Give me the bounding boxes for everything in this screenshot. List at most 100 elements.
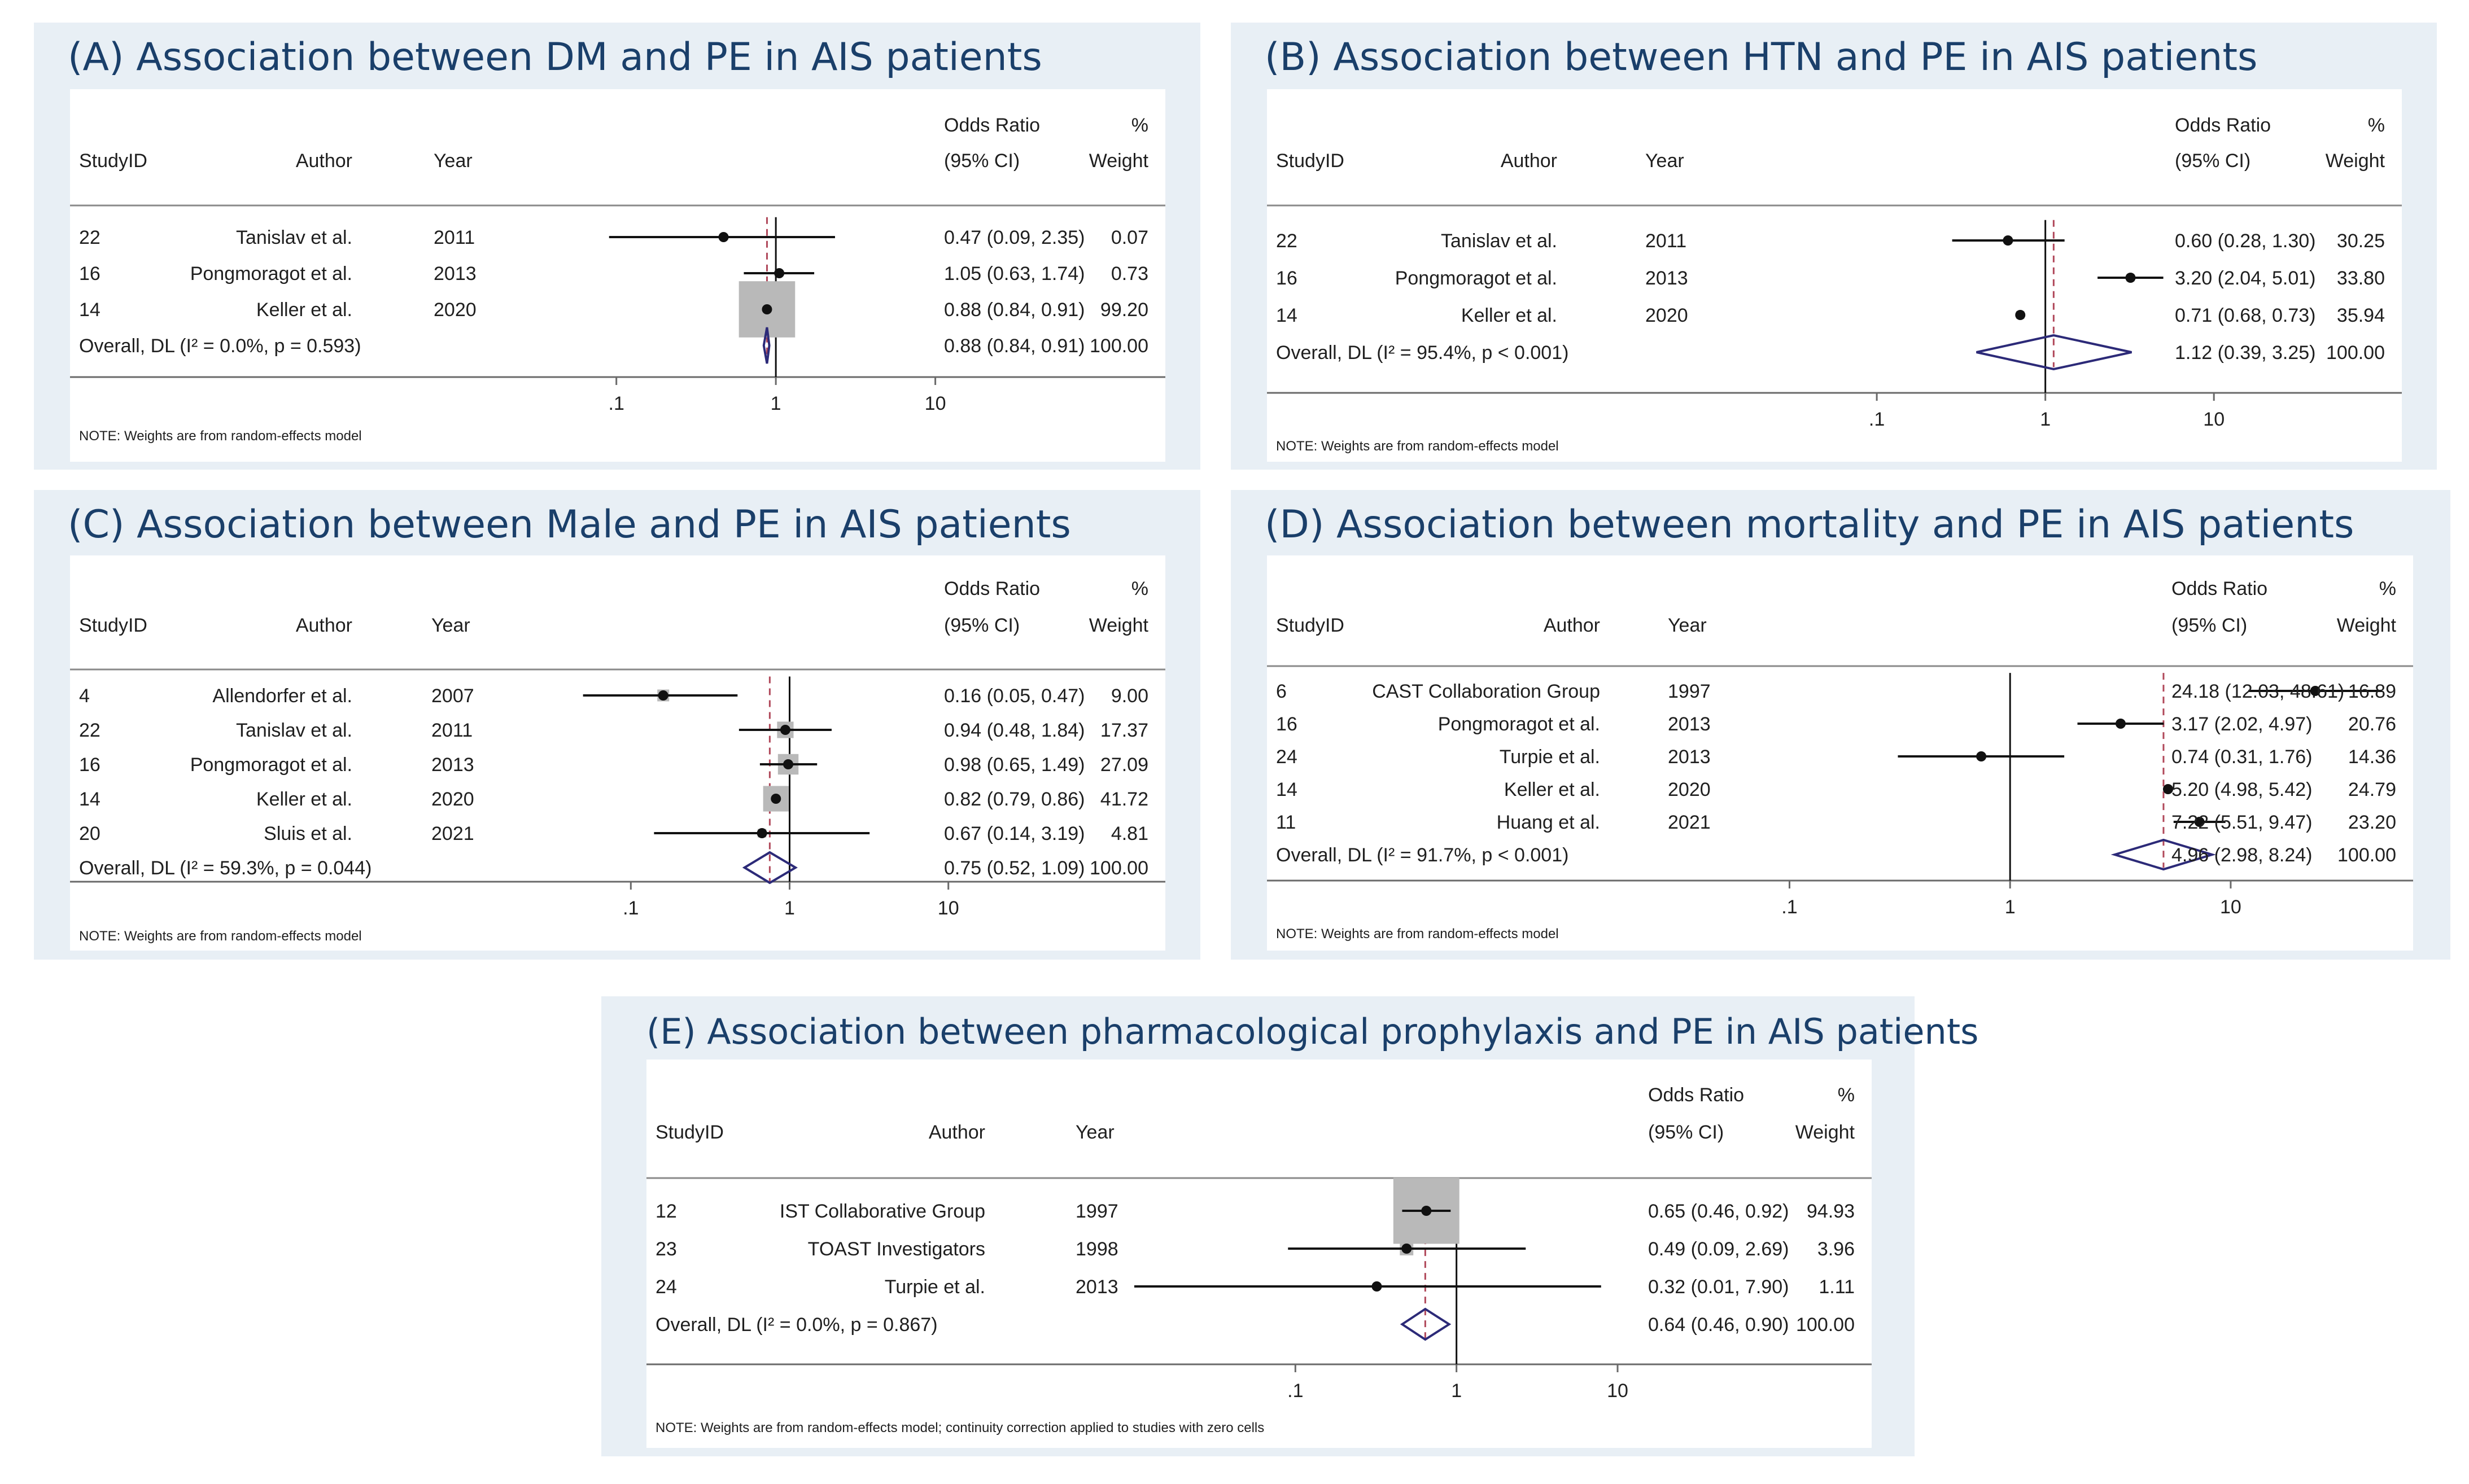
study-year: 2013 xyxy=(431,754,474,776)
header-studyid: StudyID xyxy=(1276,615,1344,636)
study-ci-text: 3.20 (2.04, 5.01) xyxy=(2175,268,2316,289)
overall-ci-text: 1.12 (0.39, 3.25) xyxy=(2175,342,2316,364)
study-point-estimate xyxy=(2125,273,2136,283)
header-odds-ratio: Odds Ratio xyxy=(2175,115,2271,136)
x-tick-label: .1 xyxy=(609,393,624,414)
study-id: 22 xyxy=(79,227,100,248)
study-ci-text: 0.65 (0.46, 0.92) xyxy=(1648,1201,1789,1222)
study-point-estimate xyxy=(2162,784,2173,794)
study-year: 2021 xyxy=(1668,812,1711,833)
overall-diamond xyxy=(742,851,798,885)
header-weight: Weight xyxy=(1795,1122,1855,1143)
study-year: 2007 xyxy=(431,685,474,707)
study-weight-text: 0.73 xyxy=(1111,263,1148,284)
study-ci-text: 0.82 (0.79, 0.86) xyxy=(944,789,1085,810)
panel-d: (D) Association between mortality and PE… xyxy=(1231,490,2450,960)
header-year: Year xyxy=(434,150,473,172)
header-studyid: StudyID xyxy=(79,150,147,172)
forest-plot-c: StudyID Author Year Odds Ratio (95% CI)% Weig… xyxy=(70,578,1165,944)
study-id: 16 xyxy=(79,754,100,776)
study-year: 2011 xyxy=(434,227,475,248)
study-author: Keller et al. xyxy=(1461,305,1557,326)
overall-label: Overall, DL (I² = 59.3%, p = 0.044) xyxy=(79,857,372,879)
panel-a-title: (A) Association between DM and PE in AIS… xyxy=(68,35,1042,80)
study-year: 2011 xyxy=(431,720,473,741)
x-tick-label: .1 xyxy=(1781,896,1797,918)
overall-weight-text: 100.00 xyxy=(1090,857,1148,879)
study-author: TOAST Investigators xyxy=(808,1238,985,1260)
header-ci: (95% CI) xyxy=(1648,1122,1724,1143)
study-ci-text: 0.60 (0.28, 1.30) xyxy=(2175,230,2316,252)
header-author: Author xyxy=(1544,615,1600,636)
overall-label: Overall, DL (I² = 91.7%, p < 0.001) xyxy=(1276,844,1568,866)
study-point-estimate xyxy=(1401,1244,1412,1254)
study-id: 20 xyxy=(79,823,100,844)
panel-c-title: (C) Association between Male and PE in A… xyxy=(68,502,1071,547)
overall-ci-text: 0.64 (0.46, 0.90) xyxy=(1648,1314,1789,1336)
study-id: 24 xyxy=(1276,746,1297,768)
study-weight-text: 27.09 xyxy=(1100,754,1148,776)
study-id: 14 xyxy=(1276,305,1297,326)
header-odds-ratio: Odds Ratio xyxy=(2171,578,2267,599)
panel-d-title: (D) Association between mortality and PE… xyxy=(1265,502,2354,547)
study-weight-text: 20.76 xyxy=(2348,713,2396,735)
study-author: Huang et al. xyxy=(1497,812,1600,833)
study-author: Tanislav et al. xyxy=(236,227,352,248)
study-weight-text: 16.89 xyxy=(2348,681,2396,702)
study-id: 14 xyxy=(79,789,100,810)
study-id: 12 xyxy=(656,1201,677,1222)
study-id: 11 xyxy=(1276,812,1296,833)
study-point-estimate xyxy=(1421,1206,1432,1216)
header-year: Year xyxy=(431,615,470,636)
study-point-estimate xyxy=(780,725,790,735)
study-ci-text: 24.18 (12.03, 48.61) xyxy=(2171,681,2344,702)
study-weight-text: 1.11 xyxy=(1819,1276,1855,1298)
header-percent: % xyxy=(1838,1084,1855,1106)
header-ci: (95% CI) xyxy=(944,615,1020,636)
panel-c: (C) Association between Male and PE in A… xyxy=(34,490,1200,960)
header-studyid: StudyID xyxy=(656,1122,724,1143)
header-studyid: StudyID xyxy=(1276,150,1344,172)
overall-ci-text: 4.96 (2.98, 8.24) xyxy=(2171,844,2313,866)
study-author: Keller et al. xyxy=(256,789,352,810)
header-author: Author xyxy=(1501,150,1557,172)
x-tick-label: 1 xyxy=(1451,1380,1462,1402)
forest-plot-e: StudyID Author Year Odds Ratio (95% CI)% Weig… xyxy=(646,1084,1872,1435)
x-tick-label: .1 xyxy=(1287,1380,1303,1402)
overall-weight-text: 100.00 xyxy=(1090,335,1148,357)
panel-b: (B) Association between HTN and PE in AI… xyxy=(1231,23,2437,470)
x-tick-label: 10 xyxy=(2203,409,2225,430)
overall-label: Overall, DL (I² = 0.0%, p = 0.593) xyxy=(79,335,361,357)
footnote: NOTE: Weights are from random-effects mo… xyxy=(656,1420,1264,1435)
study-ci-text: 0.71 (0.68, 0.73) xyxy=(2175,305,2316,326)
study-ci-text: 7.22 (5.51, 9.47) xyxy=(2171,812,2313,833)
header-percent: % xyxy=(1131,578,1148,599)
header-ci: (95% CI) xyxy=(2175,150,2250,172)
header-weight: Weight xyxy=(2326,150,2385,172)
study-author: Keller et al. xyxy=(256,299,352,321)
study-point-estimate xyxy=(718,232,729,242)
study-year: 2013 xyxy=(1076,1276,1118,1298)
footnote: NOTE: Weights are from random-effects mo… xyxy=(79,428,362,444)
x-tick-label: .1 xyxy=(1869,409,1885,430)
study-weight-text: 4.81 xyxy=(1111,823,1148,844)
study-weight-text: 94.93 xyxy=(1807,1201,1855,1222)
study-author: Allendorfer et al. xyxy=(212,685,352,707)
study-ci-text: 5.20 (4.98, 5.42) xyxy=(2171,779,2313,800)
study-author: Pongmoragot et al. xyxy=(190,263,352,284)
study-weight-text: 3.96 xyxy=(1817,1238,1855,1260)
overall-diamond xyxy=(1976,334,2132,371)
study-id: 6 xyxy=(1276,681,1287,702)
x-tick-label: 10 xyxy=(1607,1380,1628,1402)
study-id: 23 xyxy=(656,1238,677,1260)
study-author: Turpie et al. xyxy=(885,1276,985,1298)
study-year: 2013 xyxy=(1668,746,1711,768)
x-tick-label: .1 xyxy=(623,898,639,919)
study-id: 4 xyxy=(79,685,90,707)
study-point-estimate xyxy=(658,690,668,701)
study-point-estimate xyxy=(774,268,785,278)
header-odds-ratio: Odds Ratio xyxy=(944,115,1040,136)
study-id: 16 xyxy=(1276,268,1297,289)
study-point-estimate xyxy=(2115,719,2126,729)
